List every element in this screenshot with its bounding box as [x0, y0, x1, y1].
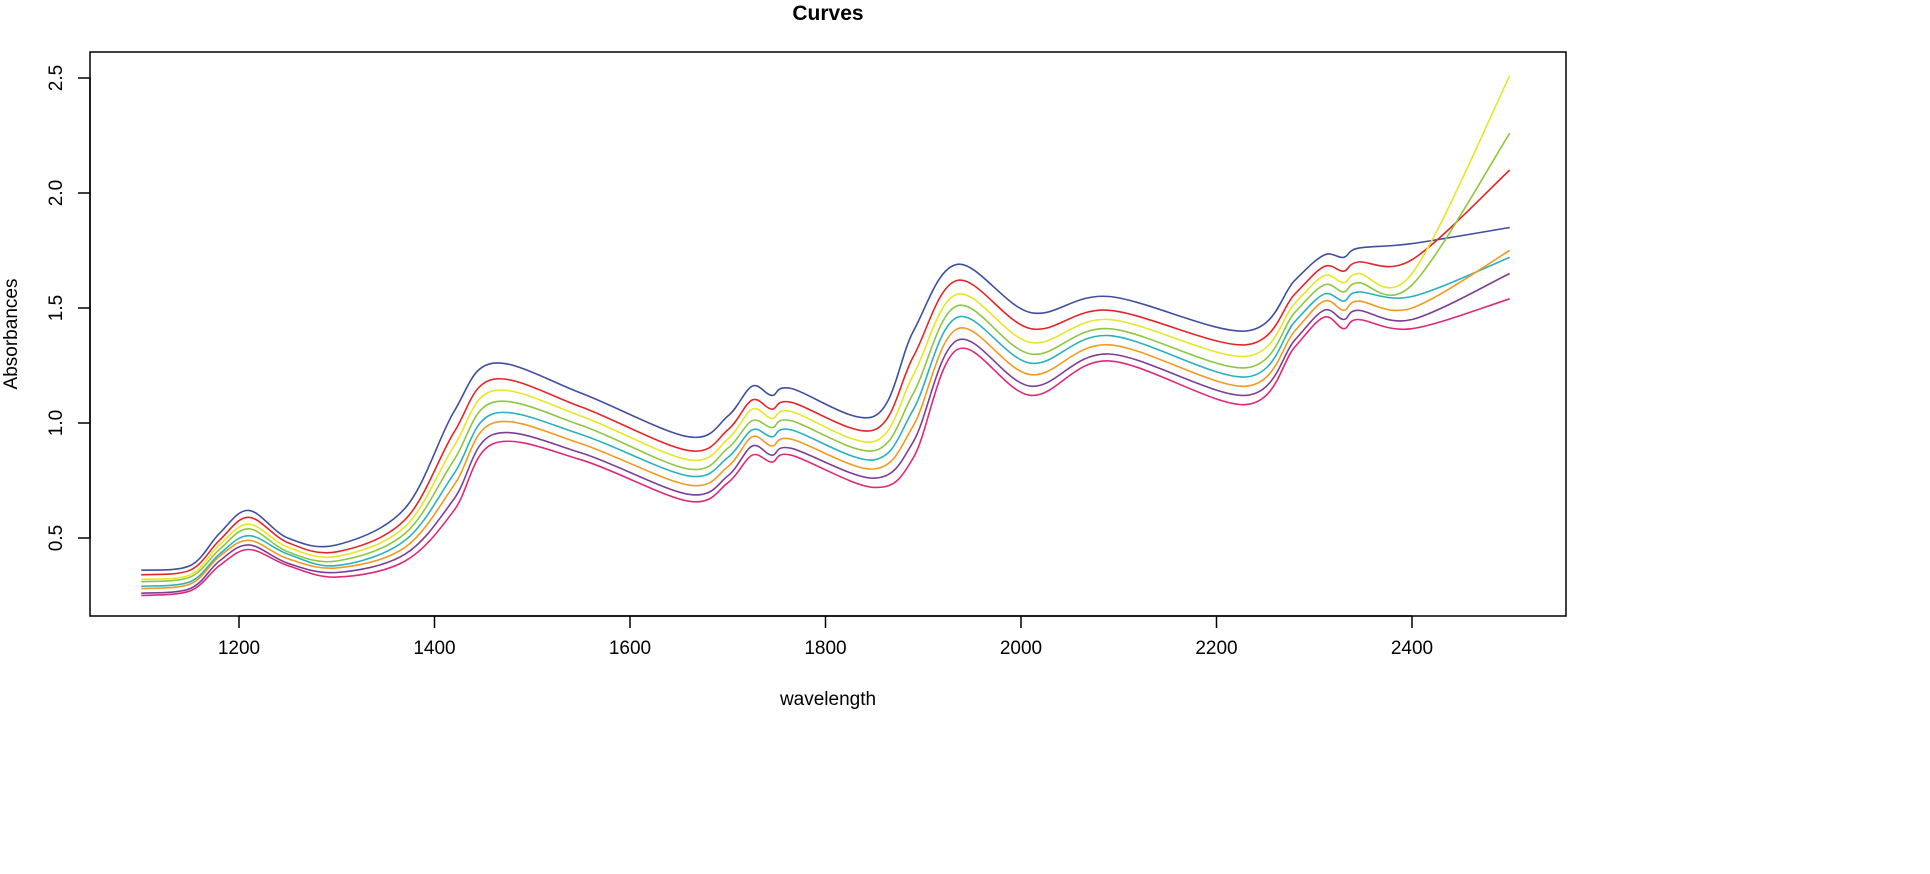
- series-line-4: [141, 132, 1511, 583]
- x-tick-label: 1800: [804, 638, 846, 659]
- y-tick-label: 0.5: [46, 525, 67, 551]
- x-axis: 1200 1400 1600 1800 2000 2200 2400: [218, 615, 1433, 659]
- series-line-2: [141, 169, 1511, 576]
- x-tick-label: 2400: [1391, 638, 1433, 659]
- y-axis-title: Absorbances: [1, 279, 22, 390]
- y-axis: 0.5 1.0 1.5 2.0 2.5: [46, 65, 91, 551]
- y-tick-label: 2.5: [46, 65, 67, 91]
- x-tick-label: 2200: [1195, 638, 1237, 659]
- series-line-7: [141, 272, 1511, 594]
- x-axis-title: wavelength: [779, 689, 876, 710]
- x-tick-label: 1600: [609, 638, 651, 659]
- y-tick-label: 1.0: [46, 410, 67, 436]
- series-line-3: [141, 75, 1511, 581]
- chart-title: Curves: [792, 2, 863, 25]
- series-line-6: [141, 249, 1511, 590]
- x-tick-label: 1400: [413, 638, 455, 659]
- series-line-8: [141, 298, 1510, 597]
- series-line-1: [141, 226, 1510, 571]
- y-tick-label: 1.5: [46, 295, 67, 321]
- x-tick-label: 1200: [218, 638, 260, 659]
- series-layer: [141, 75, 1511, 597]
- plot-frame: [89, 51, 1567, 617]
- series-line-5: [141, 256, 1511, 588]
- y-tick-label: 2.0: [46, 180, 67, 206]
- x-tick-label: 2000: [1000, 638, 1042, 659]
